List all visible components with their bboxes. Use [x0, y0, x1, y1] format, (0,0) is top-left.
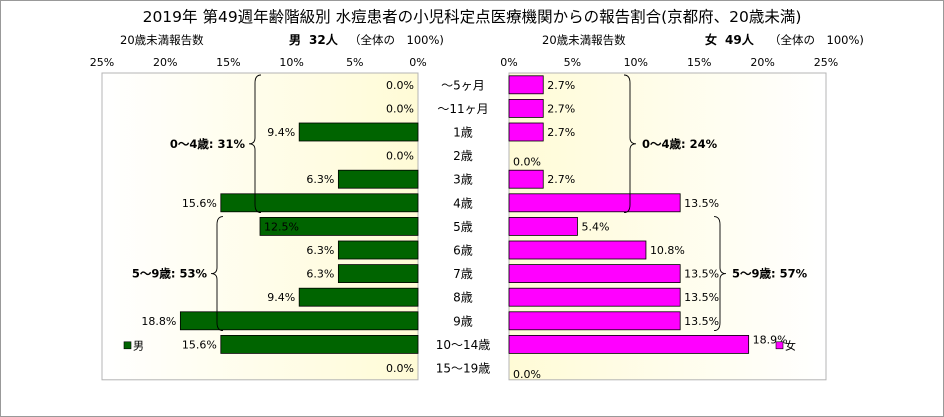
axis-tick-label: 0% — [500, 56, 517, 69]
axis-tick-label: 25% — [814, 56, 838, 69]
bar-value-label: 15.6% — [182, 338, 217, 351]
female-panel: 20歳未満報告数女 49人 （全体の 100%)0% 5% 10% 15% 20% 25%2.… — [500, 32, 864, 381]
axis-tick-label: 5% — [564, 56, 581, 69]
bar-value-label: 2.7% — [547, 102, 575, 115]
age-group-bracket — [713, 216, 727, 332]
bar-value-label: 0.0% — [386, 102, 414, 115]
bar — [508, 240, 647, 260]
category-label: 15～19歳 — [436, 362, 491, 376]
bar-value-label: 5.4% — [581, 220, 609, 233]
category-label: 8歳 — [453, 291, 473, 305]
bar — [508, 216, 578, 236]
bar-value-label: 2.7% — [547, 79, 575, 92]
age-group-label: 0～4歳: 24% — [642, 137, 718, 151]
bar — [508, 122, 544, 142]
bar — [508, 287, 681, 307]
age-group-label: 0～4歳: 31% — [170, 137, 246, 151]
axis-tick-label: 15% — [687, 56, 711, 69]
age-group-bracket — [623, 74, 637, 214]
header-count: 32人 — [309, 32, 339, 47]
category-label: 1歳 — [453, 126, 473, 140]
bar — [298, 287, 419, 307]
bar-value-label: 0.0% — [386, 362, 414, 375]
axis-tick-label: 10% — [624, 56, 648, 69]
category-label: ～5ヶ月 — [441, 78, 485, 92]
bar-value-label: 6.3% — [306, 244, 334, 257]
header-total: （全体の 100%) — [349, 33, 444, 47]
header-label: 20歳未満報告数 — [542, 33, 626, 47]
age-group-bracket — [248, 74, 262, 214]
legend-swatch — [123, 341, 132, 350]
bar-value-label: 12.5% — [264, 220, 299, 233]
category-label: 10～14歳 — [436, 338, 491, 352]
bar — [179, 311, 419, 331]
bar — [337, 240, 419, 260]
category-label: 9歳 — [453, 314, 473, 328]
category-label: 2歳 — [453, 149, 473, 163]
axis-tick-label: 0% — [409, 56, 426, 69]
axis-tick-label: 25% — [90, 56, 114, 69]
bar — [337, 264, 419, 284]
age-group-label: 5～9歳: 57% — [732, 267, 808, 281]
bar — [508, 311, 681, 331]
male-panel: 20歳未満報告数男 32人 （全体の 100%)0%5%10%15%20%25%0.… — [90, 32, 444, 381]
category-label: 5歳 — [453, 220, 473, 234]
bar-value-label: 18.8% — [141, 315, 176, 328]
bar-value-label: 2.7% — [547, 126, 575, 139]
bar-value-label: 0.0% — [386, 150, 414, 163]
category-label: 6歳 — [453, 244, 473, 258]
header-sex: 女 — [705, 32, 717, 47]
bar — [337, 169, 419, 189]
bar — [259, 216, 419, 236]
header-label: 20歳未満報告数 — [120, 33, 204, 47]
legend-swatch — [775, 341, 784, 350]
bar-value-label: 9.4% — [267, 126, 295, 139]
bar-value-label: 2.7% — [547, 173, 575, 186]
bar-value-label: 13.5% — [684, 315, 719, 328]
header-count: 49人 — [725, 32, 755, 47]
axis-tick-label: 20% — [153, 56, 177, 69]
category-label: 7歳 — [453, 267, 473, 281]
legend-label: 男 — [133, 339, 144, 352]
bar — [508, 169, 544, 189]
bar — [508, 99, 544, 118]
chart-title: 2019年 第49週年齢階級別 水痘患者の小児科定点医療機関からの報告割合(京都… — [143, 8, 802, 26]
category-label: 4歳 — [453, 196, 473, 210]
bar-value-label: 6.3% — [306, 173, 334, 186]
bar — [508, 193, 681, 213]
bar-value-label: 6.3% — [306, 268, 334, 281]
bar — [298, 122, 419, 142]
axis-tick-label: 10% — [279, 56, 303, 69]
age-group-bracket — [210, 216, 224, 332]
bar — [220, 334, 419, 354]
category-labels: ～5ヶ月 ～11ヶ月 1歳 2歳 3歳 4歳 5歳 6歳 7歳 8歳 9歳 10～14歳 15～19歳 — [436, 78, 491, 375]
category-label: 3歳 — [453, 173, 473, 187]
axis-tick-label: 15% — [216, 56, 240, 69]
bar-value-label: 13.5% — [684, 268, 719, 281]
bar-value-label: 13.5% — [684, 291, 719, 304]
bar — [508, 264, 681, 284]
header-total: （全体の 100%) — [769, 33, 864, 47]
bar-value-label: 0.0% — [513, 156, 541, 169]
bar-value-label: 0.0% — [386, 79, 414, 92]
axis-tick-label: 20% — [750, 56, 774, 69]
bar-value-label: 15.6% — [182, 197, 217, 210]
bar-value-label: 0.0% — [513, 368, 541, 381]
bar-value-label: 9.4% — [267, 291, 295, 304]
bar — [220, 193, 419, 213]
bar — [508, 334, 750, 354]
bar — [508, 75, 544, 95]
age-group-label: 5～9歳: 53% — [132, 267, 208, 281]
legend-label: 女 — [785, 338, 796, 352]
category-label: ～11ヶ月 — [437, 102, 488, 116]
header-sex: 男 — [289, 33, 301, 47]
bar-value-label: 13.5% — [684, 197, 719, 210]
bar-value-label: 10.8% — [650, 244, 685, 257]
axis-tick-label: 5% — [346, 56, 363, 69]
